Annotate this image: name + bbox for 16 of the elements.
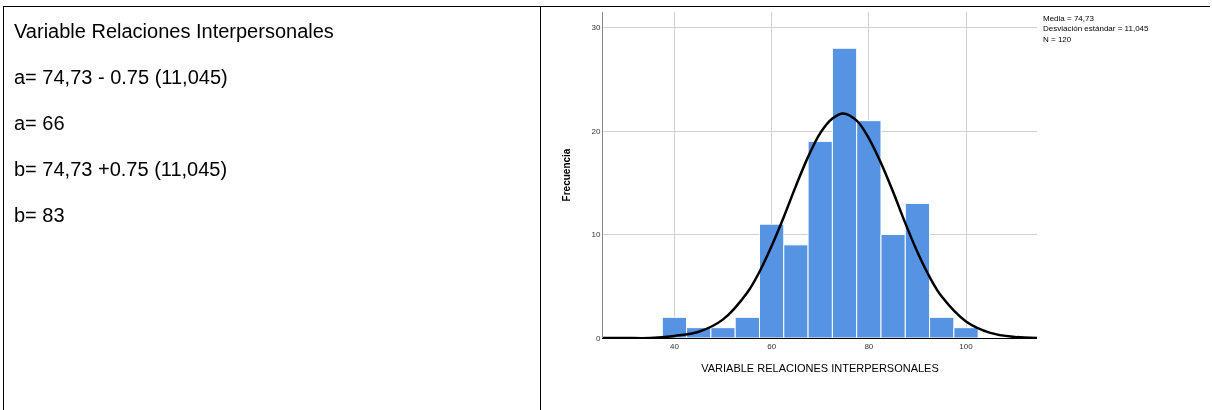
x-tick-label: 40 (669, 341, 680, 351)
y-axis-title: Frecuencia (561, 148, 573, 202)
text: b= 74,73 +0.75 (11,045) (14, 157, 229, 182)
x-axis-title: VARIABLE RELACIONES INTERPERSONALES (701, 361, 939, 374)
y-tick-label: 0 (595, 333, 601, 343)
text: b= 83 (14, 203, 66, 228)
x-tick-label: 100 (959, 341, 974, 351)
x-tick-label: 80 (864, 341, 874, 351)
y-tick-label: 30 (591, 23, 601, 33)
x-tick-label: 60 (767, 341, 777, 351)
text: a= 66 (14, 111, 66, 136)
text: Media = 74,73 Desviación estándar = 11,045 N = 120 (1043, 14, 1150, 44)
y-tick-label: 10 (591, 230, 601, 240)
text: a= 74,73 - 0.75 (11,045) (14, 65, 229, 90)
y-tick-label: 20 (591, 126, 601, 136)
text: Variable Relaciones Interpersonales (14, 19, 335, 44)
